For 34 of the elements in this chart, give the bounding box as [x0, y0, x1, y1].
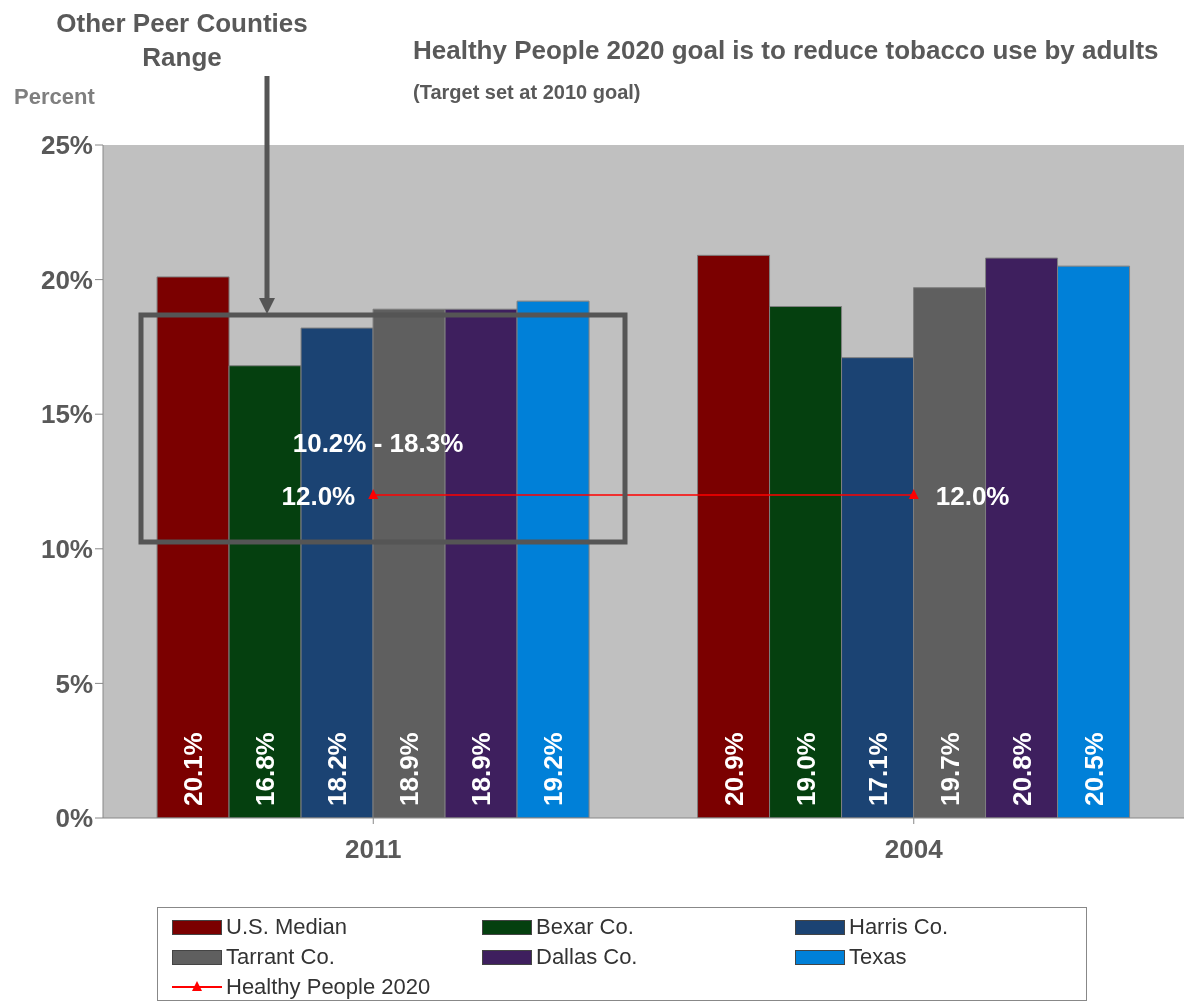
- legend-label: Healthy People 2020: [225, 973, 432, 1001]
- y-tick-label: 10%: [40, 534, 93, 565]
- y-tick-label: 15%: [40, 399, 93, 430]
- data-label: 19.2%: [538, 732, 569, 806]
- data-label: 20.1%: [178, 732, 209, 806]
- data-label: 12.0%: [935, 480, 1010, 511]
- y-tick-label: 5%: [55, 668, 93, 699]
- y-tick-label: 20%: [40, 264, 93, 295]
- legend-label: Texas: [848, 943, 908, 971]
- annotation: 10.2% - 18.3%: [291, 428, 465, 459]
- legend-label: Bexar Co.: [535, 913, 635, 941]
- chart-subtitle: (Target set at 2010 goal): [413, 81, 641, 103]
- x-tick-label: 2011: [345, 834, 402, 865]
- data-label: 20.5%: [1078, 732, 1109, 806]
- data-label: 20.9%: [718, 732, 749, 806]
- text: Other Peer Counties Range: [55, 7, 309, 74]
- data-label: 18.2%: [322, 732, 353, 806]
- y-tick-label: 25%: [40, 130, 93, 161]
- x-tick-label: 2004: [884, 834, 944, 865]
- data-label: 19.7%: [934, 732, 965, 806]
- chart-title: Healthy People 2020 goal is to reduce tobacco use by adults: [413, 35, 1159, 65]
- data-label: 17.1%: [862, 732, 893, 806]
- data-label: 20.8%: [1006, 732, 1037, 806]
- y-axis-title: Percent: [14, 84, 95, 110]
- y-tick-label: 0%: [55, 803, 93, 834]
- data-label: 12.0%: [281, 480, 356, 511]
- data-label: 18.9%: [394, 732, 425, 806]
- legend-label: Harris Co.: [848, 913, 949, 941]
- data-label: 19.0%: [790, 732, 821, 806]
- data-label: 16.8%: [250, 732, 281, 806]
- legend-label: U.S. Median: [225, 913, 349, 941]
- legend-label: Tarrant Co.: [225, 943, 336, 971]
- data-label: 18.9%: [466, 732, 497, 806]
- legend-label: Dallas Co.: [535, 943, 639, 971]
